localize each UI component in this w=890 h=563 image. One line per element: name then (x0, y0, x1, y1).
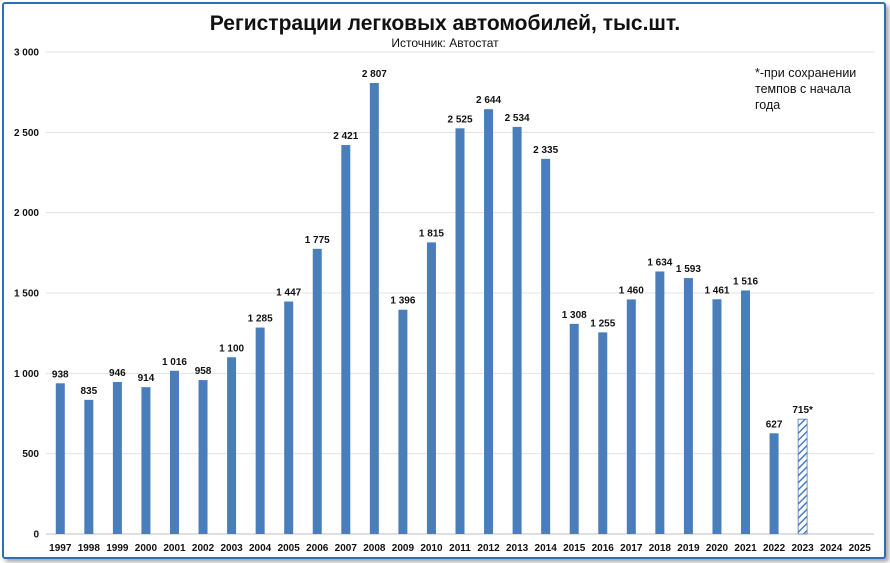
bar-1997 (55, 383, 65, 534)
x-tick-label-2001: 2001 (163, 543, 186, 554)
data-labels: 938 835 946 914 1 016 958 1 100 1 285 1 447 1 775… (52, 69, 813, 430)
chart-note: *-при сохранении темпов с начала года (755, 66, 857, 112)
data-label-2009: 1 396 (390, 296, 415, 307)
x-tick-label-2024: 2024 (820, 543, 843, 554)
bars (55, 83, 808, 535)
data-label-2022: 627 (766, 419, 783, 430)
bar-1999 (112, 382, 122, 534)
data-label-1997: 938 (52, 369, 69, 380)
data-label-2010: 1 815 (419, 228, 444, 239)
data-label-2017: 1 460 (619, 285, 644, 296)
x-tick-label-2017: 2017 (620, 543, 643, 554)
bar-2022 (769, 433, 779, 534)
y-tick-label: 0 (33, 530, 39, 541)
bar-2015 (569, 323, 579, 534)
x-axis: 1997 1998 1999 2000 2001 2002 2003 2004 2005 2006… (49, 543, 871, 554)
x-tick-label-2003: 2003 (220, 543, 243, 554)
x-tick-label-1998: 1998 (78, 543, 101, 554)
y-tick-label: 500 (22, 449, 39, 460)
y-tick-label: 2 500 (14, 128, 39, 139)
data-label-2015: 1 308 (562, 310, 587, 321)
data-label-2014: 2 335 (533, 145, 558, 156)
data-label-2020: 1 461 (704, 285, 729, 296)
bar-2014 (541, 158, 551, 535)
bar-2008 (369, 83, 379, 534)
bar-2007 (341, 145, 351, 534)
data-label-2006: 1 775 (305, 235, 330, 246)
y-axis: 0 500 1 000 1 500 2 000 2 500 3 000 (14, 48, 39, 541)
data-label-2012: 2 644 (476, 95, 501, 106)
x-tick-label-2004: 2004 (249, 543, 272, 554)
data-label-2023: 715* (792, 405, 813, 416)
data-label-2018: 1 634 (647, 257, 672, 268)
data-label-1998: 835 (80, 386, 97, 397)
x-tick-label-2018: 2018 (649, 543, 672, 554)
chart-subtitle: Источник: Автостат (391, 36, 499, 50)
data-label-2005: 1 447 (276, 288, 301, 299)
x-tick-label-2021: 2021 (734, 543, 757, 554)
x-tick-label-2010: 2010 (420, 543, 443, 554)
x-tick-label-2011: 2011 (449, 543, 471, 554)
x-tick-label-2002: 2002 (192, 543, 215, 554)
data-label-2003: 1 100 (219, 343, 244, 354)
x-tick-label-1997: 1997 (49, 543, 72, 554)
data-label-1999: 946 (109, 368, 126, 379)
data-label-2008: 2 807 (362, 69, 387, 80)
bar-2004 (255, 327, 265, 534)
x-tick-label-2019: 2019 (677, 543, 700, 554)
bar-2011 (455, 128, 465, 535)
bar-2000 (141, 387, 151, 534)
bar-2016 (598, 332, 608, 534)
bar-2020 (712, 299, 722, 534)
x-tick-label-2012: 2012 (477, 543, 500, 554)
bar-1998 (84, 399, 94, 534)
bar-2005 (284, 301, 294, 534)
data-label-2019: 1 593 (676, 264, 701, 275)
chart-title: Регистрации легковых автомобилей, тыс.шт… (209, 12, 681, 35)
bar-2023 (797, 418, 808, 535)
data-label-2000: 914 (138, 373, 155, 384)
data-label-2013: 2 534 (505, 113, 530, 124)
x-tick-label-2000: 2000 (135, 543, 158, 554)
x-tick-label-2008: 2008 (363, 543, 386, 554)
y-tick-label: 2 000 (14, 208, 39, 219)
bar-2017 (626, 299, 636, 534)
y-tick-label: 1 500 (14, 289, 39, 300)
x-tick-label-2014: 2014 (535, 543, 558, 554)
x-tick-label-2013: 2013 (506, 543, 529, 554)
bar-2009 (398, 309, 408, 534)
bar-2019 (683, 278, 693, 534)
x-tick-label-2016: 2016 (592, 543, 615, 554)
data-label-2007: 2 421 (333, 131, 358, 142)
bar-2013 (512, 126, 522, 534)
x-tick-label-2006: 2006 (306, 543, 329, 554)
bar-2018 (655, 271, 665, 534)
data-label-2002: 958 (195, 366, 212, 377)
bar-2001 (169, 370, 179, 534)
x-tick-label-1999: 1999 (106, 543, 129, 554)
x-tick-label-2015: 2015 (563, 543, 586, 554)
x-tick-label-2025: 2025 (849, 543, 872, 554)
data-label-2004: 1 285 (248, 314, 273, 325)
data-label-2001: 1 016 (162, 357, 187, 368)
bar-2021 (741, 290, 751, 534)
x-tick-label-2007: 2007 (335, 543, 358, 554)
x-tick-label-2005: 2005 (278, 543, 301, 554)
bar-2010 (426, 242, 436, 534)
data-label-2011: 2 525 (447, 114, 472, 125)
x-tick-label-2023: 2023 (791, 543, 814, 554)
bar-2002 (198, 380, 208, 534)
x-tick-label-2022: 2022 (763, 543, 786, 554)
bar-2012 (484, 109, 494, 535)
x-tick-label-2009: 2009 (392, 543, 415, 554)
y-tick-label: 3 000 (14, 48, 39, 59)
x-tick-label-2020: 2020 (706, 543, 729, 554)
data-label-2016: 1 255 (590, 318, 615, 329)
y-tick-label: 1 000 (14, 369, 39, 380)
bar-2003 (227, 357, 237, 534)
bar-2006 (312, 248, 322, 535)
data-label-2021: 1 516 (733, 276, 758, 287)
